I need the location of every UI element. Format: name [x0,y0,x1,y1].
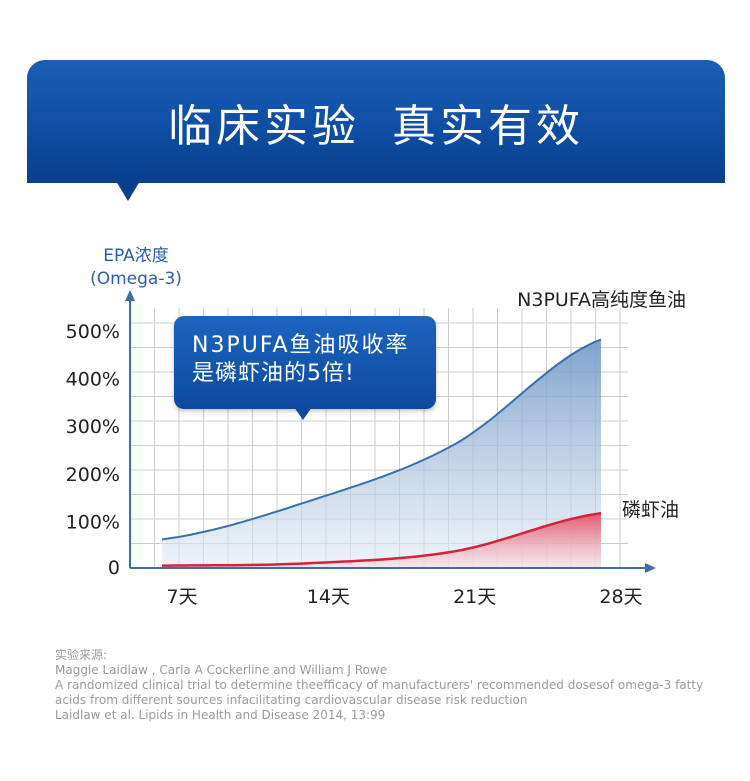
y-axis-label-unit: (Omega-3) [90,269,182,289]
y-tick-label: 300% [66,416,120,438]
callout-pointer [294,407,312,420]
x-axis-arrow [645,563,656,573]
y-tick-label: 500% [66,321,120,343]
source-heading: 实验来源: [55,648,108,662]
x-tick-label: 14天 [307,586,350,608]
callout-line-2: 是磷虾油的5倍! [192,361,355,386]
y-tick-label: 200% [66,464,120,486]
series-label-n3pufa: N3PUFA高纯度鱼油 [517,289,686,311]
krill-oil-line [162,512,602,567]
krill-oil-area [162,513,601,568]
y-axis-arrow [125,290,135,301]
source-citation: Laidlaw et al. Lipids in Health and Dise… [55,708,386,722]
x-tick-label: 28天 [599,586,642,608]
y-tick-label: 100% [66,511,120,533]
chart-areas [161,338,602,568]
source-notes: 实验来源: Maggie Laidlaw , Carla A Cockerlin… [55,648,715,723]
banner-title: 临床实验 真实有效 [168,100,584,152]
x-tick-label: 7天 [166,586,197,608]
n3pufa-area [162,339,601,568]
x-tick-label: 21天 [453,586,496,608]
y-tick-label: 0 [108,557,120,579]
epa-concentration-chart: 0 100% 200% 300% 400% 500% 7天 14天 21天 28天 N3PUFA高纯… [66,289,686,608]
banner-pointer [116,181,140,201]
callout-bubble: N3PUFA鱼油吸收率 是磷虾油的5倍! [174,316,436,409]
y-axis-label: EPA浓度 [103,246,169,266]
callout-line-1: N3PUFA鱼油吸收率 [192,333,410,358]
title-banner: 临床实验 真实有效 [27,60,725,183]
n3pufa-line [161,338,602,541]
source-title-line-1: A randomized clinical trial to determine… [55,678,704,692]
y-tick-label: 400% [66,369,120,391]
chart-labels: 0 100% 200% 300% 400% 500% 7天 14天 21天 28天 N3PUFA高纯… [66,289,686,608]
source-authors: Maggie Laidlaw , Carla A Cockerline and … [55,663,388,677]
source-title-line-2: acids from different sources infacilitat… [55,693,528,707]
chart-axes [125,290,656,573]
series-label-krill-oil: 磷虾油 [622,499,679,521]
